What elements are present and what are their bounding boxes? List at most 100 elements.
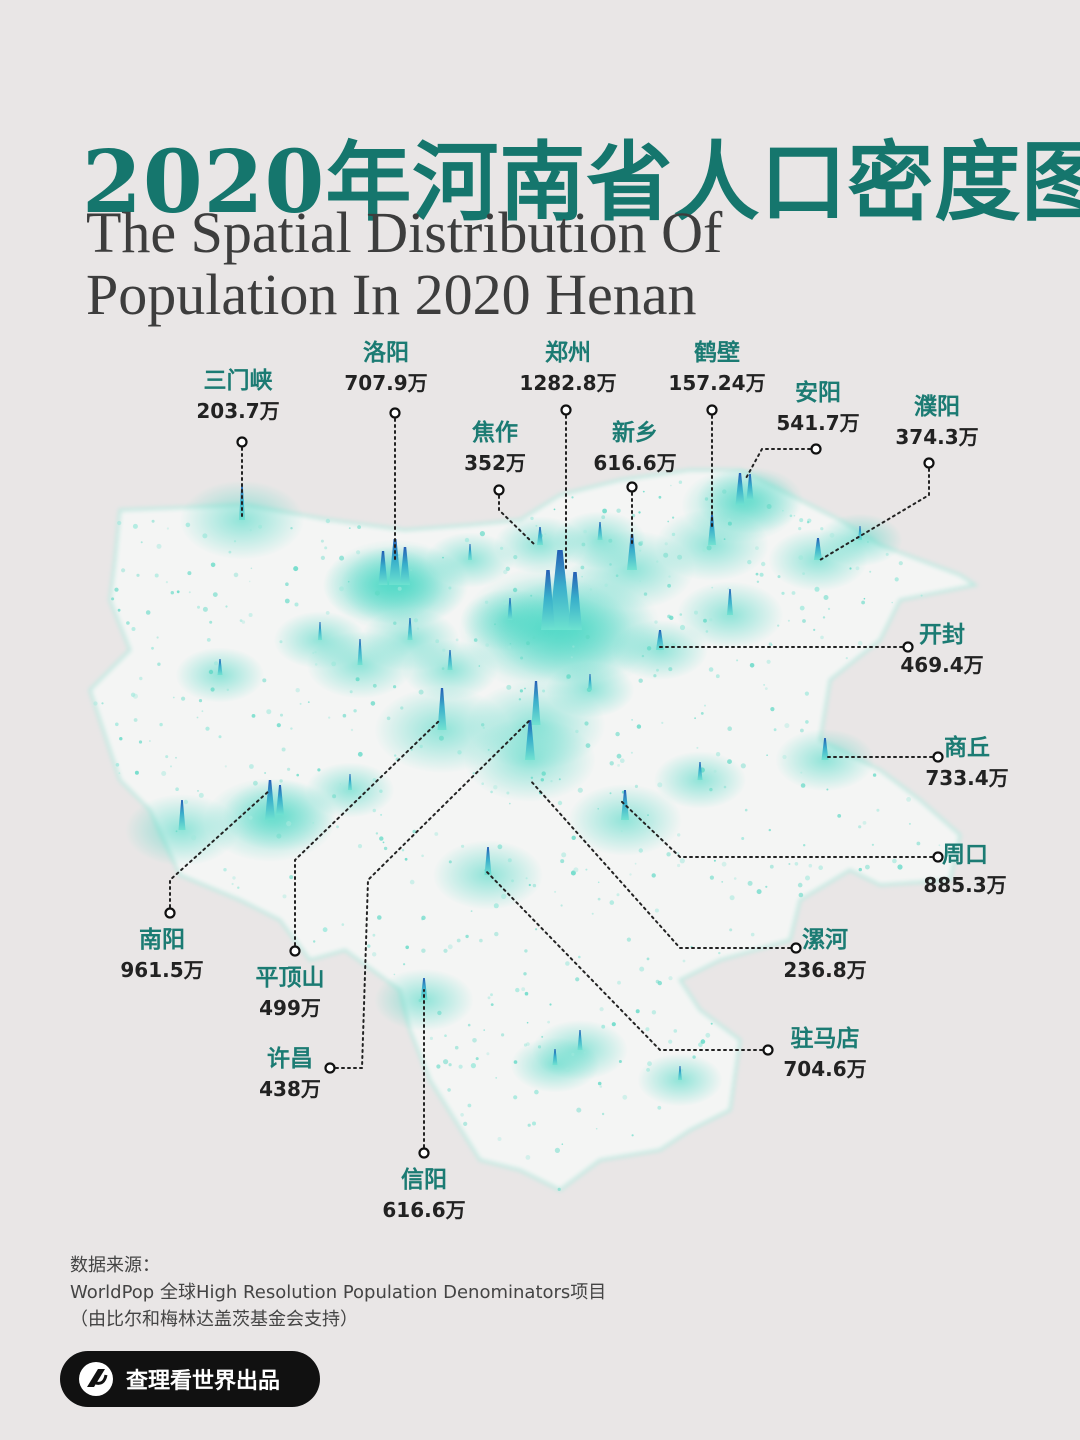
density-speck [708,667,714,672]
density-speck [770,643,773,646]
density-speck [535,928,538,931]
density-speck [733,877,737,880]
density-spike [537,527,543,545]
density-speck [710,1022,713,1025]
density-speck [597,881,600,884]
city-label: 驻马店 704.6万 [740,1024,910,1084]
density-speck [276,833,282,839]
density-speck [475,1057,479,1061]
density-speck [456,938,461,943]
density-speck [646,1068,650,1072]
density-speck [770,707,775,712]
density-speck [729,895,735,901]
density-speck [668,976,673,981]
city-label: 郑州 1282.8万 [483,338,653,398]
city-name: 商丘 [944,735,990,761]
density-speck [503,600,508,605]
brand-logo-icon [79,1362,113,1396]
city-label: 南阳 961.5万 [77,925,247,985]
density-speck [205,726,210,731]
density-speck [442,556,444,559]
city-population: 733.4万 [925,766,1009,790]
city-name: 许昌 [267,1046,313,1072]
density-speck [595,686,598,689]
density-speck [601,515,606,520]
density-speck [782,754,787,760]
density-speck [727,759,732,764]
density-speck [777,624,780,627]
density-speck [501,893,507,900]
density-speck [872,773,877,777]
density-speck [149,740,151,742]
density-speck [403,963,406,966]
density-speck [156,543,162,549]
density-spike [577,1030,583,1050]
density-speck [523,1043,528,1047]
density-speck [132,523,138,529]
city-population: 704.6万 [783,1057,867,1081]
density-speck [729,928,733,932]
subtitle-line-1: The Spatial Distribution Of [86,200,723,265]
density-speck [357,751,363,757]
density-speck [768,828,771,832]
density-speck [668,575,671,578]
density-speck [473,638,478,642]
density-speck [505,566,510,571]
density-speck [677,554,683,560]
city-label: 信阳 616.6万 [339,1165,509,1225]
density-speck [540,778,544,782]
density-speck [597,897,601,901]
leader-line [819,462,930,561]
density-speck [429,1036,433,1040]
density-speck [494,623,496,626]
density-speck [530,594,533,597]
density-speck [458,1064,463,1069]
density-speck [945,853,949,857]
density-speck [639,549,642,552]
density-speck [448,860,452,864]
density-speck [224,765,227,768]
density-speck [412,829,417,834]
data-source: 数据来源： WorldPop 全球High Resolution Populat… [70,1252,606,1333]
density-speck [668,1039,673,1044]
density-speck [861,600,865,605]
density-speck [349,690,353,694]
density-speck [820,527,824,531]
density-speck [518,698,522,701]
density-speck [570,656,573,659]
density-speck [634,862,637,865]
density-speck [410,748,413,751]
density-speck [549,1003,552,1006]
density-speck [658,495,662,499]
density-speck [769,864,774,869]
density-speck [667,614,671,619]
city-label: 开封 469.4万 [857,620,1027,680]
density-speck [506,684,512,690]
density-speck [339,555,345,561]
leader-line [744,448,817,481]
density-speck [702,547,707,552]
density-speck [634,784,639,789]
density-speck [676,851,680,855]
leader-dot [626,481,638,493]
density-speck [317,768,321,772]
density-speck [383,846,388,851]
density-speck [239,619,243,622]
city-name: 驻马店 [790,1026,860,1052]
density-speck [571,835,576,840]
density-speck [871,843,875,846]
density-speck [262,678,267,683]
density-spike [656,630,664,650]
density-speck [438,735,444,741]
density-spike [276,785,284,815]
density-speck [638,678,643,683]
density-speck [680,1069,684,1072]
density-spike [727,589,733,615]
density-speck [367,944,371,948]
badge-text: 查理看世界出品 [126,1369,281,1394]
density-speck [114,587,119,592]
density-speck [764,687,768,690]
density-speck [511,879,514,883]
density-speck [560,859,565,864]
density-speck [671,532,676,537]
